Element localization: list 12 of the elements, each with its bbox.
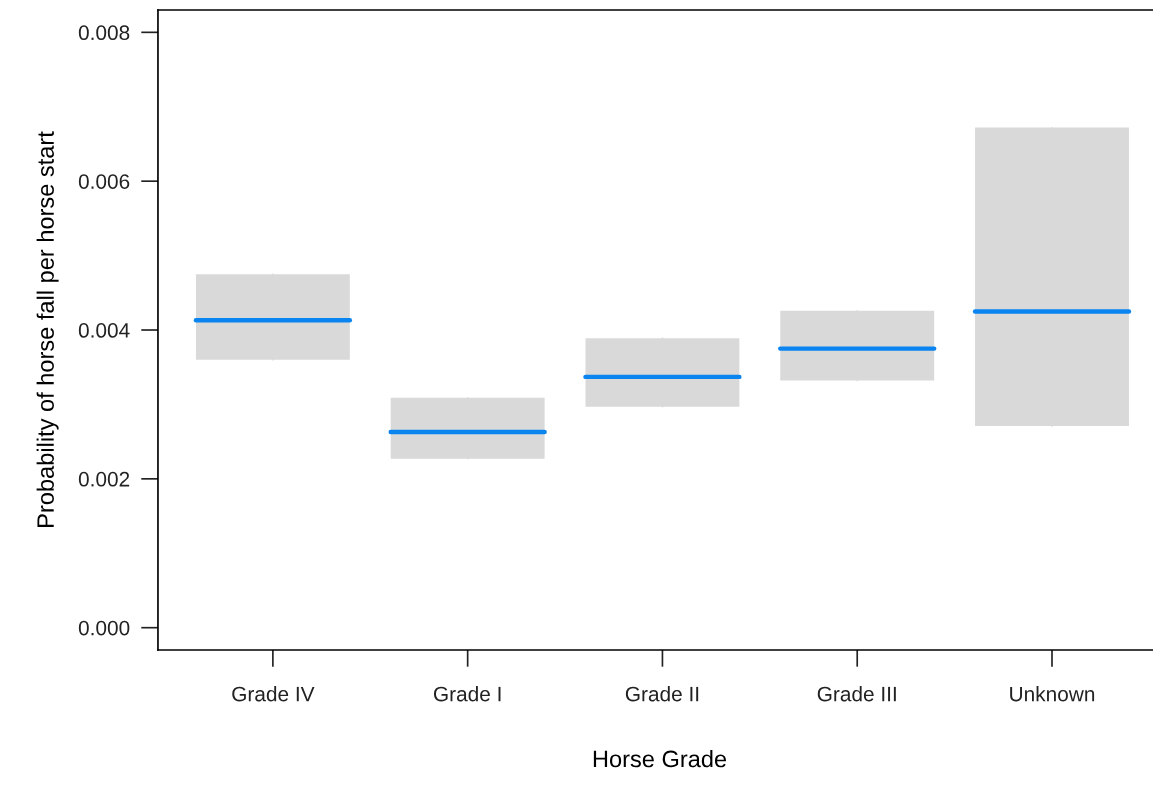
x-tick-label: Grade III bbox=[817, 686, 896, 702]
y-tick-label: 0.006 bbox=[78, 174, 130, 189]
x-tick-label: Unknown bbox=[1010, 686, 1095, 702]
x-axis-title: Horse Grade bbox=[593, 749, 727, 768]
y-axis-title: Probability of horse fall per horse start bbox=[36, 131, 59, 527]
x-tick-label: Grade IV bbox=[232, 686, 315, 702]
x-tick-label: Grade I bbox=[433, 686, 501, 702]
y-tick-label: 0.002 bbox=[78, 471, 130, 487]
x-tick-label: Grade II bbox=[625, 686, 699, 702]
y-tick-label: 0.004 bbox=[78, 323, 130, 338]
y-tick-label: 0.000 bbox=[78, 620, 130, 636]
y-tick-label: 0.008 bbox=[78, 25, 130, 41]
